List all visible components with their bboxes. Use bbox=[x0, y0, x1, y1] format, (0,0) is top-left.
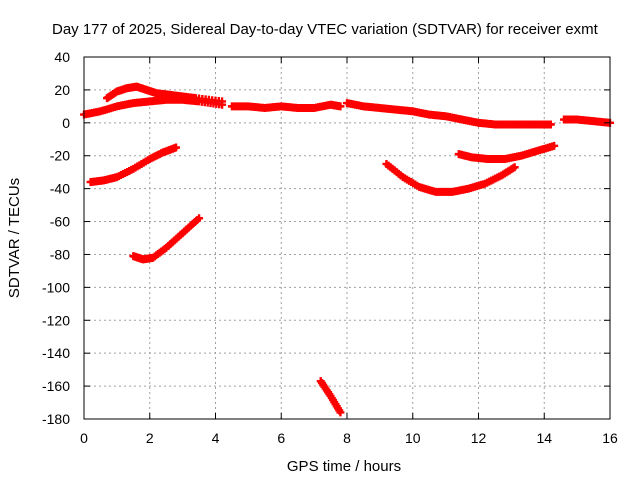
y-tick-label: -140 bbox=[42, 345, 70, 361]
series-arc-9 bbox=[382, 159, 519, 196]
series-arc-6 bbox=[86, 143, 181, 187]
y-tick-label: -160 bbox=[42, 378, 70, 394]
x-tick-label: 16 bbox=[602, 430, 618, 446]
y-tick-label: -180 bbox=[42, 411, 70, 427]
grid bbox=[84, 57, 610, 419]
x-tick-label: 14 bbox=[536, 430, 552, 446]
x-axis-title: GPS time / hours bbox=[287, 458, 401, 475]
x-tick-label: 4 bbox=[212, 430, 220, 446]
data-point bbox=[195, 214, 204, 223]
x-tick-label: 10 bbox=[405, 430, 421, 446]
series-arc-2 bbox=[103, 82, 227, 106]
y-tick-label: 40 bbox=[54, 49, 70, 65]
x-tick-label: 0 bbox=[80, 430, 88, 446]
series-arc-5 bbox=[559, 115, 614, 127]
data-marks bbox=[80, 82, 614, 417]
series-arc-7 bbox=[129, 214, 204, 264]
x-tick-label: 2 bbox=[146, 430, 154, 446]
y-tick-label: -40 bbox=[50, 181, 70, 197]
y-tick-label: -120 bbox=[42, 312, 70, 328]
data-point bbox=[546, 120, 555, 129]
chart-title: Day 177 of 2025, Sidereal Day-to-day VTE… bbox=[52, 21, 599, 38]
x-tick-label: 12 bbox=[471, 430, 487, 446]
y-axis-title: SDTVAR / TECUs bbox=[6, 178, 23, 298]
data-point bbox=[218, 97, 227, 106]
x-tick-label: 8 bbox=[343, 430, 351, 446]
data-point bbox=[336, 102, 345, 111]
series-arc-8 bbox=[316, 377, 345, 417]
y-tick-label: -80 bbox=[50, 246, 70, 262]
data-point bbox=[510, 163, 519, 172]
series-arc-4 bbox=[343, 99, 555, 129]
data-point bbox=[336, 408, 345, 417]
x-tick-label: 6 bbox=[277, 430, 285, 446]
data-point bbox=[550, 141, 559, 150]
y-tick-label: -100 bbox=[42, 279, 70, 295]
series-arc-10 bbox=[454, 141, 559, 164]
y-tick-label: -60 bbox=[50, 214, 70, 230]
y-tick-label: 0 bbox=[62, 115, 70, 131]
y-tick-label: 20 bbox=[54, 82, 70, 98]
axis-ticks: 0 2 4 6 8 10 12 14 16 -180 -160 -140 -120 -100 -80 -60 -… bbox=[42, 49, 618, 446]
data-point bbox=[172, 143, 181, 152]
series-arc-3 bbox=[227, 100, 345, 113]
y-tick-label: -20 bbox=[50, 148, 70, 164]
